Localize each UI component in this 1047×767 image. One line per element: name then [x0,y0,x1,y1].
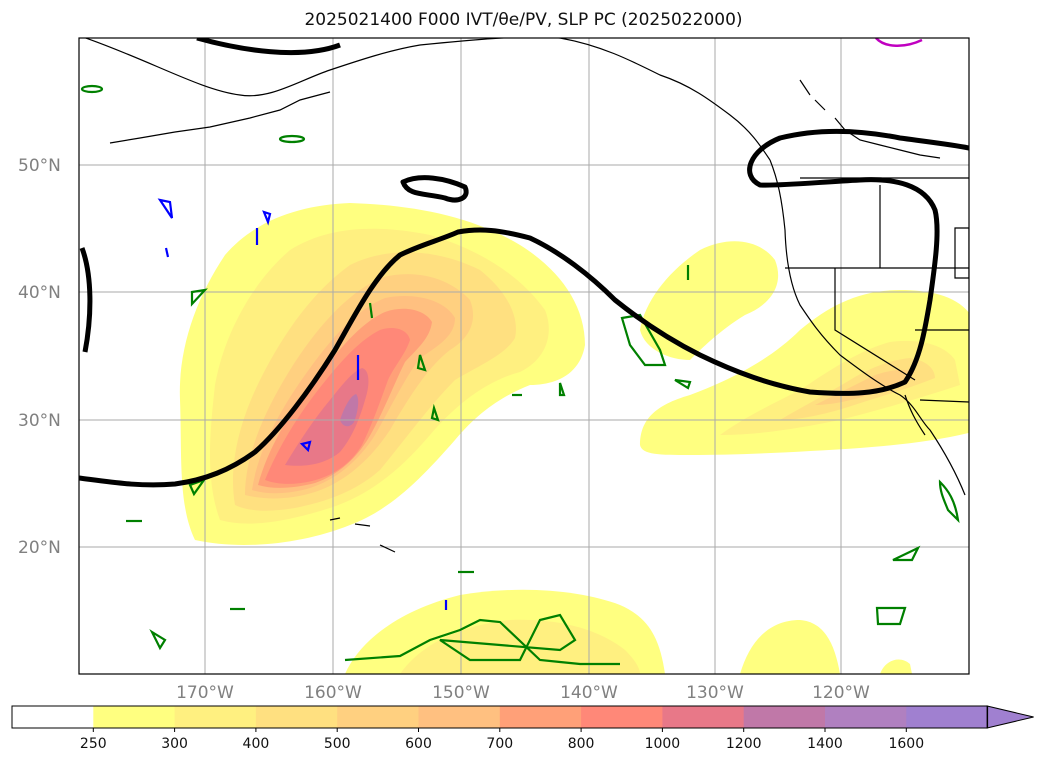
colorbar-tick-label: 300 [161,736,188,752]
map-frame [78,37,970,675]
colorbar-tick-label: 1200 [726,736,762,752]
colorbar-segment [174,706,257,728]
colorbar-segment [418,706,501,728]
colorbar-tick-label: 800 [568,736,595,752]
coastlines [83,38,969,553]
lon-label-120w: 120°W [812,683,870,703]
colorbar-segment [93,706,176,728]
colorbar-extend-arrow [986,705,1034,729]
ivt-shading-east [640,241,969,455]
colorbar-tick-label: 400 [243,736,270,752]
pv-contours [80,84,960,666]
colorbar-segment [825,706,907,728]
colorbar-segment [743,706,826,728]
lon-label-130w: 130°W [686,683,744,703]
colorbar-segment [12,706,94,728]
colorbar-segment [255,706,338,728]
lon-label-160w: 160°W [304,683,362,703]
colorbar-segment [581,706,663,728]
colorbar-tick-label: 250 [80,736,107,752]
graticule [79,38,969,674]
lat-label-50n: 50°N [18,156,61,176]
colorbar-segment [337,706,419,728]
ivt-shading-west [179,203,585,545]
slp-contours [79,38,969,488]
colorbar-tick-label: 1600 [888,736,924,752]
lat-label-20n: 20°N [18,538,61,558]
colorbar-tick-label: 500 [324,736,351,752]
colorbar-segment [499,706,582,728]
colorbar-tick-label: 1000 [645,736,681,752]
theta-contours [157,198,448,610]
colorbar-tick-label: 600 [405,736,432,752]
lat-label-30n: 30°N [18,411,61,431]
lat-label-40n: 40°N [18,283,61,303]
colorbar: 250 300 400 500 600 700 800 1000 1200 1400 1600 [11,705,1034,752]
magenta-contour [875,38,923,47]
map-title: 2025021400 F000 IVT/θe/PV, SLP PC (20250… [304,10,743,30]
lon-label-150w: 150°W [432,683,490,703]
lon-label-170w: 170°W [176,683,234,703]
lon-label-140w: 140°W [560,683,618,703]
colorbar-tick-label: 700 [486,736,513,752]
colorbar-tick-label: 1400 [807,736,843,752]
colorbar-segment [662,706,745,728]
colorbar-segment [906,706,989,728]
